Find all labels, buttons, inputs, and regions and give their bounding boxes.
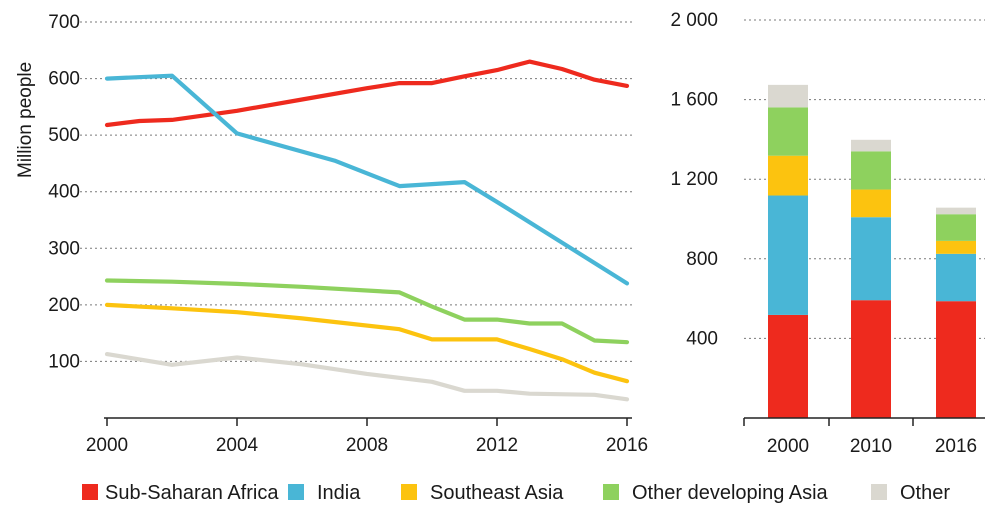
- y-tick-label: 800: [686, 249, 718, 270]
- x-tick-label: 2016: [606, 435, 648, 456]
- line-chart-axes: 100 200 300 400 500 600 700 2000 2004 2008 2012 201…: [48, 12, 648, 456]
- line-chart-y-axis-label: Million people: [15, 62, 36, 178]
- bar-segment-southeast-asia: [768, 155, 808, 196]
- x-tick-label: 2000: [86, 435, 128, 456]
- bar-segment-india: [768, 195, 808, 315]
- legend-swatch-other: [871, 484, 887, 500]
- bar-segment-sub-saharan-africa: [768, 314, 808, 418]
- x-tick-label: 2000: [767, 436, 809, 457]
- x-tick-label: 2010: [850, 436, 892, 457]
- bar-segment-other: [768, 84, 808, 108]
- bar-chart-panel: 400 800 1 200 1 600 2 000 2000 2010 2016: [670, 10, 985, 457]
- bar-segment-india: [851, 217, 891, 301]
- bar-segment-sub-saharan-africa: [936, 301, 976, 418]
- line-chart-series: [104, 59, 630, 402]
- series-line-southeast-asia: [104, 302, 630, 384]
- legend-swatch-other-developing-asia: [603, 484, 619, 500]
- bar-chart-bars: [768, 84, 976, 418]
- series-line-other-developing-asia: [104, 278, 630, 345]
- y-tick-label: 300: [48, 238, 80, 259]
- bar-segment-southeast-asia: [936, 240, 976, 254]
- y-tick-label: 700: [48, 12, 80, 33]
- legend-label-sub-saharan-africa: Sub-Saharan Africa: [105, 482, 279, 504]
- bar-segment-other-developing-asia: [768, 107, 808, 156]
- bar-segment-other-developing-asia: [851, 151, 891, 190]
- legend-swatch-sub-saharan-africa: [82, 484, 98, 500]
- x-tick-label: 2012: [476, 435, 518, 456]
- y-tick-label: 600: [48, 69, 80, 90]
- legend-label-india: India: [317, 482, 361, 504]
- y-tick-label: 500: [48, 125, 80, 146]
- line-chart-gridlines: [80, 21, 632, 362]
- series-line-sub-saharan-africa: [104, 59, 630, 128]
- y-tick-label: 100: [48, 351, 80, 372]
- legend-swatch-india: [288, 484, 304, 500]
- bar-segment-sub-saharan-africa: [851, 300, 891, 418]
- bar-segment-other: [851, 139, 891, 152]
- legend-label-other-developing-asia: Other developing Asia: [632, 482, 829, 504]
- line-chart-panel: 100 200 300 400 500 600 700 2000 2004 2008 2012 201…: [15, 12, 648, 456]
- bar-segment-india: [936, 253, 976, 302]
- series-line-other: [104, 352, 630, 402]
- y-tick-label: 400: [48, 182, 80, 203]
- series-line-india: [104, 73, 630, 286]
- legend-label-southeast-asia: Southeast Asia: [430, 482, 564, 504]
- x-tick-label: 2016: [935, 436, 977, 457]
- legend-label-other: Other: [900, 482, 950, 504]
- bar-segment-other-developing-asia: [936, 214, 976, 241]
- bar-chart-axes: 400 800 1 200 1 600 2 000 2000 2010 2016: [670, 10, 985, 457]
- y-tick-label: 1 600: [670, 90, 718, 111]
- x-tick-label: 2004: [216, 435, 259, 456]
- y-tick-label: 400: [686, 328, 718, 349]
- bar-segment-other: [936, 207, 976, 215]
- bar-segment-southeast-asia: [851, 189, 891, 218]
- chart-legend: Sub-Saharan Africa India Southeast Asia Oth…: [82, 482, 950, 504]
- y-tick-label: 2 000: [670, 10, 718, 31]
- y-tick-label: 200: [48, 295, 80, 316]
- y-tick-label: 1 200: [670, 169, 718, 190]
- legend-swatch-southeast-asia: [401, 484, 417, 500]
- x-tick-label: 2008: [346, 435, 388, 456]
